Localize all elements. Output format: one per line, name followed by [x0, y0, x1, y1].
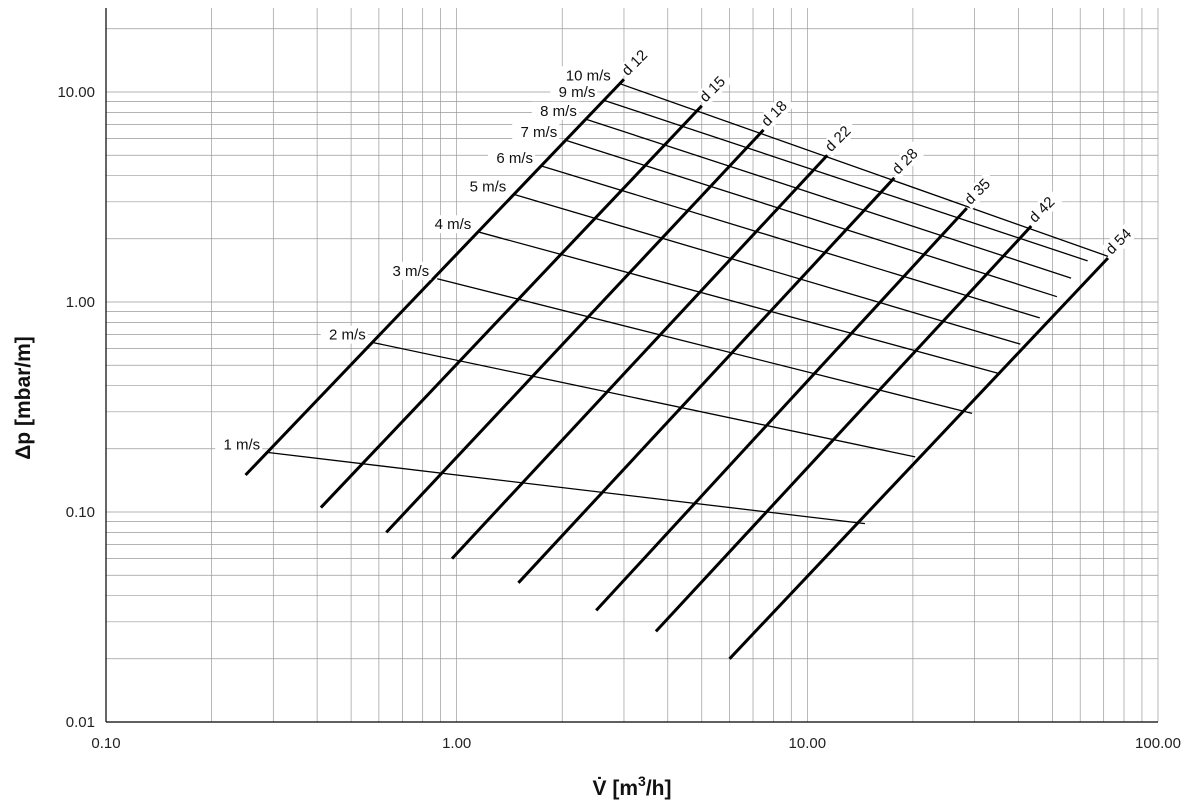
velocity-label: 8 m/s — [531, 101, 579, 120]
y-tick-label: 0.01 — [66, 714, 95, 731]
pipe-label: d 35 — [959, 171, 998, 210]
pipe-label-bg — [959, 171, 998, 210]
pipe-label-bg — [617, 42, 656, 81]
velocity-label-text: 1 m/s — [223, 437, 260, 454]
velocity-label: 2 m/s — [320, 325, 368, 344]
velocity-label: 4 m/s — [426, 215, 474, 234]
x-tick-label: 100.00 — [1135, 735, 1181, 752]
y-tick-label: 0.10 — [66, 504, 95, 521]
velocity-label-text: 3 m/s — [393, 263, 430, 280]
velocity-line — [514, 193, 1021, 345]
velocity-label-bg — [384, 261, 432, 280]
grid — [106, 8, 1159, 722]
velocity-label-text: 5 m/s — [470, 179, 507, 196]
velocity-line — [540, 165, 1040, 319]
velocity-label: 1 m/s — [215, 435, 263, 454]
pipe-label: d 28 — [887, 141, 926, 180]
velocity-label-bg — [531, 101, 579, 120]
velocity-line — [373, 342, 916, 458]
y-axis-title: Δp [mbar/m] — [12, 336, 35, 460]
velocity-label: 10 m/s — [557, 66, 613, 85]
velocity-label-text: 4 m/s — [435, 216, 472, 233]
pipe-label-bg — [820, 118, 859, 157]
pipe-label: d 12 — [617, 42, 656, 81]
pipe-label-bg — [756, 93, 795, 132]
velocity-label-text: 9 m/s — [559, 84, 596, 101]
velocity-label: 9 m/s — [550, 83, 598, 102]
x-axis-title: V̇ [m3/h] — [593, 773, 672, 800]
velocity-label-bg — [320, 325, 368, 344]
pipe-label: d 54 — [1101, 221, 1140, 260]
velocity-label-bg — [461, 177, 509, 196]
velocity-label-text: 7 m/s — [521, 124, 558, 141]
pipe-label-bg — [694, 69, 733, 108]
series-labels: 1 m/s 2 m/s 3 m/s 4 m/s 5 m/s 6 m/s 7 m/s 8 m/s… — [215, 42, 1140, 454]
velocity-label-bg — [488, 148, 536, 167]
velocity-line — [618, 82, 1109, 257]
axes — [105, 8, 1158, 723]
x-tick-label: 10.00 — [789, 735, 827, 752]
velocity-label-bg — [512, 123, 560, 142]
velocity-line — [268, 451, 866, 525]
velocity-label-text: 8 m/s — [540, 103, 577, 120]
series — [244, 78, 1110, 660]
velocity-label-bg — [426, 215, 474, 234]
velocity-label-bg — [550, 83, 598, 102]
velocity-label-text: 10 m/s — [566, 67, 611, 84]
pipe-diameter-line — [450, 154, 829, 560]
velocity-label-bg — [215, 435, 263, 454]
y-tick-label: 1.00 — [66, 294, 95, 311]
pipe-diameter-line — [385, 128, 765, 534]
pipe-diameter-line — [244, 78, 626, 477]
pipe-diameter-line — [728, 256, 1110, 660]
tick-labels: 0.10 1.00 10.00 100.00 0.01 0.10 1.00 10.00 — [57, 84, 1180, 752]
velocity-label-text: 2 m/s — [329, 327, 366, 344]
velocity-line — [603, 99, 1088, 262]
pipe-diameter-line — [319, 104, 703, 509]
velocity-label: 3 m/s — [384, 261, 432, 280]
velocity-label: 5 m/s — [461, 177, 509, 196]
x-tick-label: 0.10 — [91, 735, 120, 752]
pipe-diameter-line — [595, 207, 968, 612]
x-tick-label: 1.00 — [442, 735, 471, 752]
velocity-line — [437, 278, 973, 414]
velocity-label-text: 6 m/s — [496, 150, 533, 167]
pipe-label-bg — [1101, 221, 1140, 260]
pipe-diameter-line — [654, 225, 1033, 633]
pipe-diameter-line — [517, 176, 896, 584]
velocity-line — [479, 231, 1001, 375]
pipe-label: d 42 — [1024, 189, 1063, 228]
pipe-label-bg — [1024, 189, 1063, 228]
velocity-line — [565, 139, 1058, 298]
velocity-label-bg — [557, 66, 613, 85]
y-tick-label: 10.00 — [57, 84, 95, 101]
velocity-label: 6 m/s — [488, 148, 536, 167]
velocity-label: 7 m/s — [512, 123, 560, 142]
pipe-label-bg — [887, 141, 926, 180]
